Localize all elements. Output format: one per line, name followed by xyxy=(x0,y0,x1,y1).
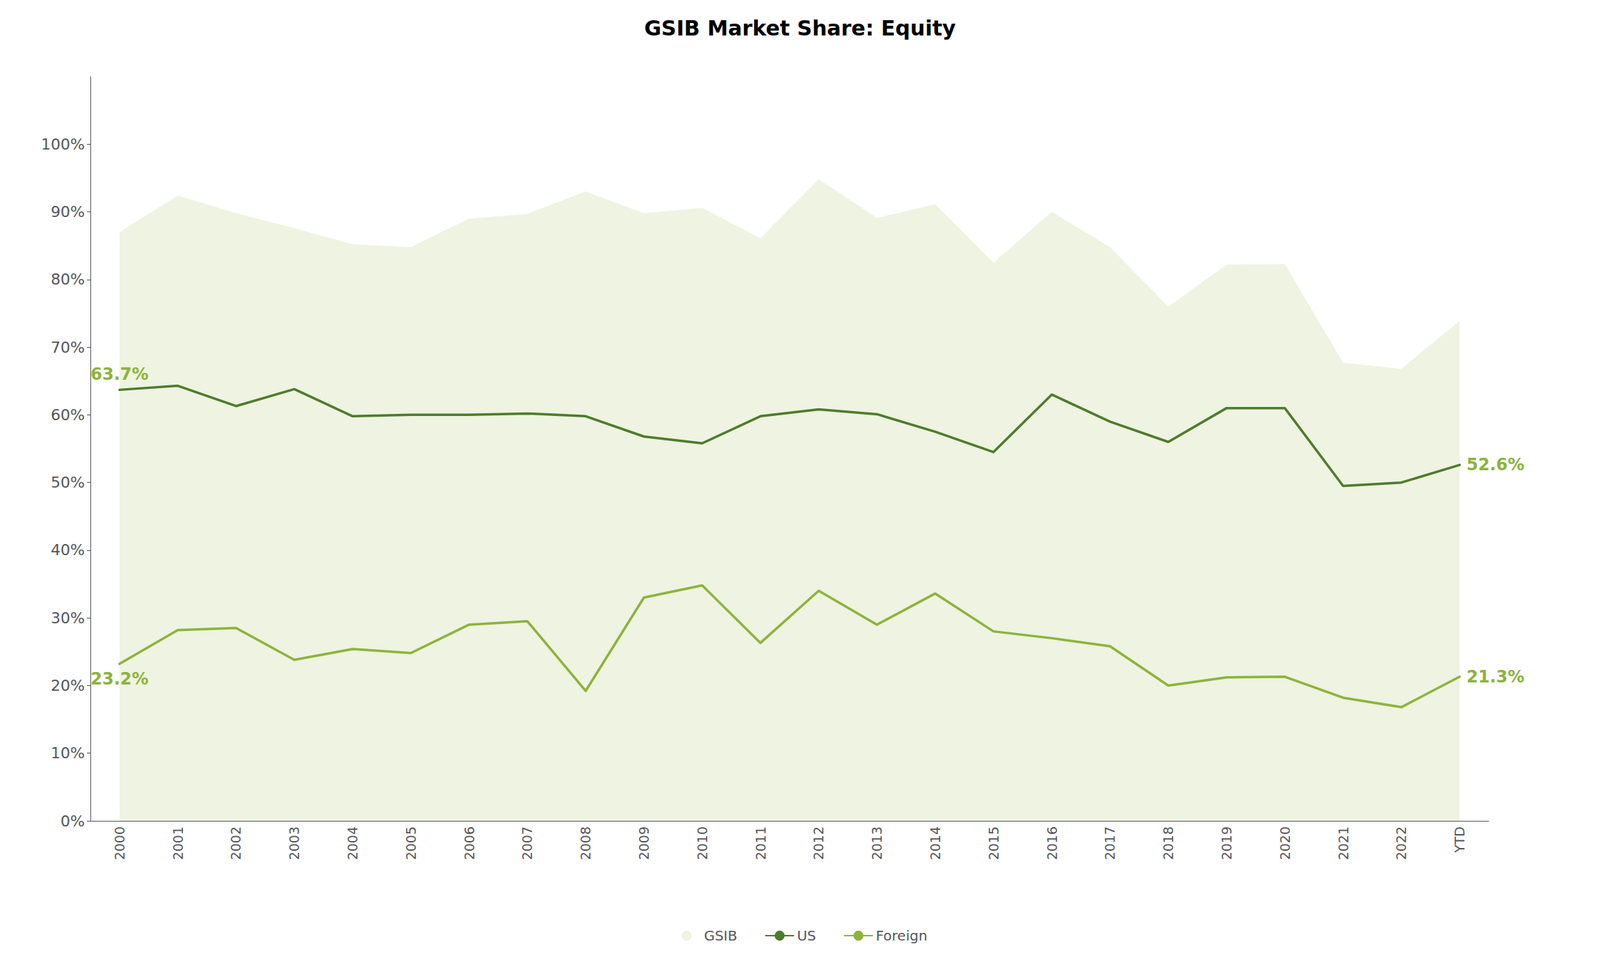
svg-text:23.2%: 23.2% xyxy=(90,668,149,689)
svg-text:2021: 2021 xyxy=(1335,826,1352,860)
svg-text:GSIB: GSIB xyxy=(703,926,738,944)
svg-text:2014: 2014 xyxy=(927,826,943,860)
svg-text:2000: 2000 xyxy=(111,826,128,860)
svg-text:2022: 2022 xyxy=(1393,826,1409,860)
svg-text:52.6%: 52.6% xyxy=(1466,454,1525,475)
svg-text:US: US xyxy=(796,926,816,944)
svg-text:20%: 20% xyxy=(50,676,85,694)
svg-text:2010: 2010 xyxy=(694,826,710,860)
svg-text:2018: 2018 xyxy=(1160,826,1176,860)
svg-text:2002: 2002 xyxy=(228,826,244,860)
svg-text:10%: 10% xyxy=(50,744,85,762)
svg-text:2013: 2013 xyxy=(869,826,885,860)
svg-text:100%: 100% xyxy=(41,135,85,153)
svg-text:2009: 2009 xyxy=(636,826,652,860)
svg-text:2012: 2012 xyxy=(810,826,827,860)
svg-text:2005: 2005 xyxy=(403,826,419,860)
svg-text:2020: 2020 xyxy=(1277,826,1293,860)
svg-text:60%: 60% xyxy=(50,406,85,424)
svg-text:50%: 50% xyxy=(50,473,85,491)
svg-text:2015: 2015 xyxy=(986,826,1002,860)
svg-text:2019: 2019 xyxy=(1218,826,1235,860)
svg-text:2001: 2001 xyxy=(170,826,186,860)
svg-text:2016: 2016 xyxy=(1044,826,1060,860)
svg-text:YTD: YTD xyxy=(1451,826,1468,854)
svg-text:70%: 70% xyxy=(50,338,85,357)
svg-text:2004: 2004 xyxy=(344,826,361,860)
svg-text:63.7%: 63.7% xyxy=(90,364,149,384)
svg-text:80%: 80% xyxy=(50,270,85,288)
svg-text:2007: 2007 xyxy=(519,826,535,860)
svg-text:30%: 30% xyxy=(50,609,85,627)
svg-text:2006: 2006 xyxy=(461,826,478,860)
svg-text:40%: 40% xyxy=(50,540,85,559)
svg-text:2017: 2017 xyxy=(1102,826,1118,860)
svg-text:0%: 0% xyxy=(60,812,85,830)
svg-text:Foreign: Foreign xyxy=(876,926,928,944)
svg-text:2011: 2011 xyxy=(753,826,769,860)
svg-text:90%: 90% xyxy=(50,203,85,221)
svg-text:GSIB Market Share: Equity: GSIB Market Share: Equity xyxy=(643,15,957,41)
svg-text:2003: 2003 xyxy=(286,826,302,860)
svg-text:21.3%: 21.3% xyxy=(1466,666,1525,687)
svg-text:2008: 2008 xyxy=(577,826,594,860)
